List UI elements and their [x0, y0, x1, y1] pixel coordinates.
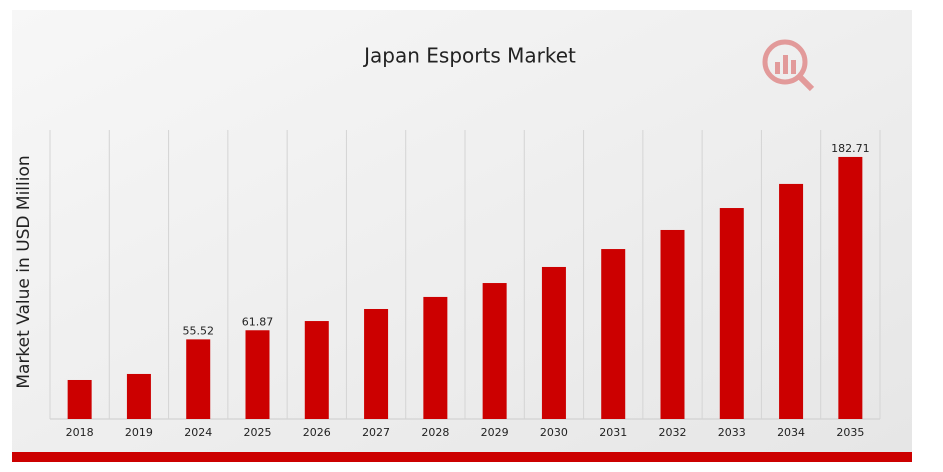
bar — [67, 379, 92, 419]
x-tick-label: 2032 — [659, 426, 687, 439]
bar — [482, 283, 507, 419]
x-tick-label: 2034 — [777, 426, 805, 439]
x-tick-label: 2024 — [184, 426, 212, 439]
x-tick-label: 2029 — [481, 426, 509, 439]
bar — [779, 183, 804, 419]
bar — [660, 229, 685, 419]
bar — [541, 266, 566, 419]
bar — [719, 208, 744, 419]
bar — [126, 373, 151, 419]
x-tick-label: 2025 — [244, 426, 272, 439]
bar — [364, 308, 389, 419]
bar — [601, 249, 626, 419]
chart-title: Japan Esports Market — [362, 44, 576, 68]
logo — [762, 39, 815, 92]
x-tick-label: 2035 — [836, 426, 864, 439]
x-tick-label: 2027 — [362, 426, 390, 439]
y-axis-label: Market Value in USD Million — [14, 155, 34, 388]
footer-bar — [12, 452, 912, 462]
x-tick-label: 2031 — [599, 426, 627, 439]
x-tick-label: 2030 — [540, 426, 568, 439]
bar — [186, 339, 211, 419]
value-label: 182.71 — [831, 142, 870, 155]
x-tick-label: 2019 — [125, 426, 153, 439]
bar — [423, 296, 448, 419]
bar — [304, 321, 329, 419]
value-label: 61.87 — [242, 315, 274, 328]
panel — [12, 10, 912, 453]
x-tick-label: 2033 — [718, 426, 746, 439]
x-tick-label: 2018 — [66, 426, 94, 439]
bar — [245, 330, 270, 419]
x-tick-label: 2028 — [421, 426, 449, 439]
x-tick-label: 2026 — [303, 426, 331, 439]
value-label: 55.52 — [182, 324, 214, 337]
bar — [838, 156, 863, 419]
